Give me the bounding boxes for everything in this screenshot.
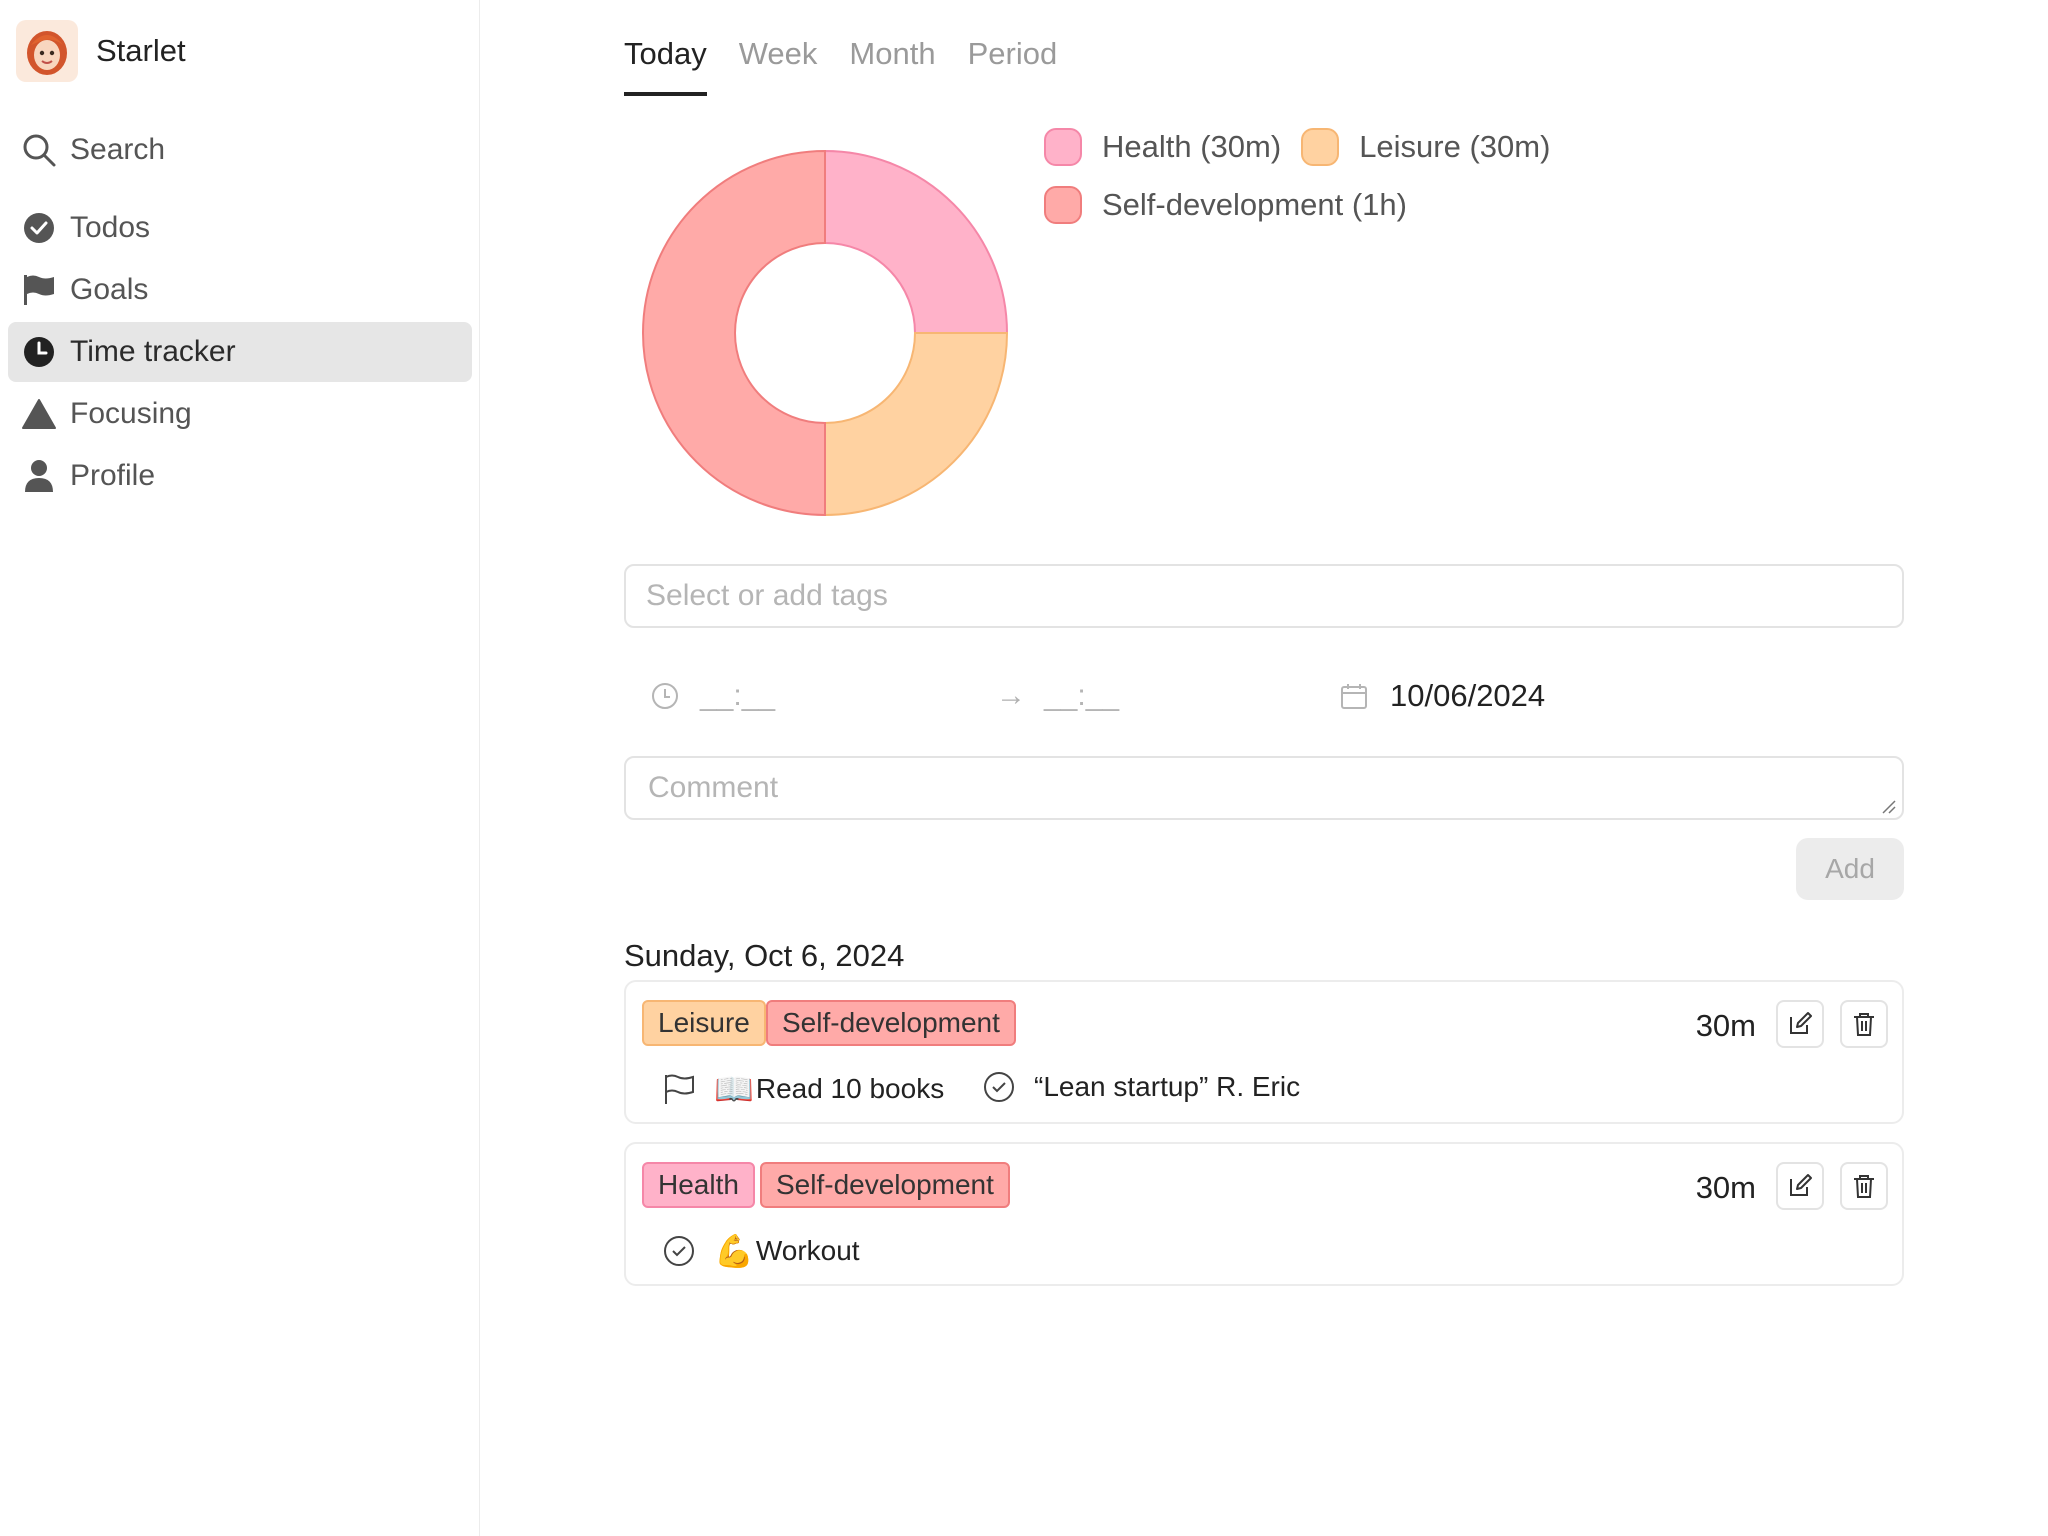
check-circle-icon (20, 209, 58, 247)
time-donut-chart (640, 148, 1010, 518)
start-time-placeholder: __:__ (700, 679, 776, 712)
entry-duration: 30m (1695, 1170, 1756, 1205)
edit-button[interactable] (1776, 1000, 1824, 1048)
sidebar-item-label: Search (70, 133, 166, 166)
legend-label: Leisure (30m) (1359, 129, 1551, 164)
entry-goal[interactable]: 📖 Read 10 books (662, 1070, 944, 1108)
sidebar-item-focusing[interactable]: Focusing (8, 384, 472, 444)
sidebar-item-goals[interactable]: Goals (8, 260, 472, 320)
flexed-biceps-icon: 💪 (714, 1232, 754, 1270)
trash-icon (1854, 1013, 1874, 1036)
trash-icon (1854, 1175, 1874, 1198)
day-heading: Sunday, Oct 6, 2024 (624, 938, 905, 973)
delete-button[interactable] (1840, 1000, 1888, 1048)
delete-button[interactable] (1840, 1162, 1888, 1210)
entry-todo[interactable]: 💪 Workout (662, 1232, 860, 1270)
todo-label: Workout (755, 1235, 860, 1266)
date-value: 10/06/2024 (1390, 678, 1546, 713)
entry-todo[interactable]: “Lean startup” R. Eric (982, 1070, 1300, 1104)
tag-self-development[interactable]: Self-development (766, 1000, 1016, 1046)
tab-month[interactable]: Month (849, 36, 936, 71)
calendar-icon (1341, 684, 1367, 709)
clock-outline-icon (652, 683, 678, 709)
edit-button[interactable] (1776, 1162, 1824, 1210)
tags-input[interactable]: Select or add tags (624, 564, 1904, 628)
comment-placeholder: Comment (648, 771, 779, 804)
resize-grip-icon[interactable] (1880, 798, 1896, 814)
sidebar-item-label: Goals (70, 273, 149, 306)
legend-label: Health (30m) (1102, 129, 1282, 164)
donut-slice-leisure[interactable] (824, 332, 1009, 517)
legend-swatch (1044, 186, 1082, 224)
sidebar-item-label: Profile (70, 459, 156, 492)
arrow-right-icon: → (996, 679, 1026, 712)
end-time-field[interactable]: __:__ (1044, 679, 1119, 713)
tab-week[interactable]: Week (738, 36, 818, 71)
tab-today[interactable]: Today (624, 36, 707, 96)
sidebar-item-search[interactable]: Search (8, 120, 472, 180)
legend-label: Self-development (1h) (1102, 187, 1407, 222)
flag-icon (20, 271, 58, 309)
time-range-row: __:__ → __:__ 10/06/2024 (624, 668, 1904, 724)
sidebar-item-todos[interactable]: Todos (8, 198, 472, 258)
sidebar-item-profile[interactable]: Profile (8, 446, 472, 506)
sidebar-item-label: Focusing (70, 397, 192, 430)
start-time-field[interactable]: __:__ (650, 679, 775, 713)
flag-outline-icon (665, 1074, 694, 1104)
tab-period[interactable]: Period (967, 36, 1058, 71)
comment-field[interactable]: Comment (624, 756, 1904, 820)
legend-swatch (1301, 128, 1340, 166)
check-circle-outline-icon (984, 1072, 1014, 1102)
avatar (16, 20, 78, 82)
entry-duration: 30m (1695, 1008, 1756, 1043)
app-name: Starlet (96, 33, 186, 68)
clock-icon (20, 333, 58, 371)
chart-legend: Health (30m) Leisure (30m) Self-developm… (1044, 128, 1744, 244)
end-time-placeholder: __:__ (1044, 679, 1120, 712)
legend-item-self-development[interactable]: Self-development (1h) (1044, 186, 1407, 224)
tag-leisure[interactable]: Leisure (642, 1000, 766, 1046)
goal-label: Read 10 books (755, 1073, 945, 1104)
legend-item-health[interactable]: Health (30m) (1044, 128, 1281, 166)
sidebar-item-time-tracker[interactable]: Time tracker (8, 322, 472, 382)
book-icon: 📖 (714, 1070, 754, 1108)
sidebar-nav: Search Todos Goals Time tracker Focusin (8, 120, 472, 508)
todo-label: “Lean startup” R. Eric (1034, 1071, 1301, 1102)
legend-item-leisure[interactable]: Leisure (30m) (1301, 128, 1550, 166)
legend-swatch (1044, 128, 1082, 166)
user-icon (20, 457, 58, 495)
period-tabs: Today Week Month Period (624, 36, 1089, 96)
tag-health[interactable]: Health (642, 1162, 755, 1208)
sidebar: Starlet Search Todos Goals Time track (0, 0, 480, 1536)
time-entry: Health Self-development 30m 💪 Workout (624, 1142, 1904, 1286)
sidebar-item-label: Time tracker (70, 335, 236, 368)
add-button[interactable]: Add (1796, 838, 1904, 900)
tag-self-development[interactable]: Self-development (760, 1162, 1010, 1208)
brand[interactable]: Starlet (16, 20, 186, 82)
donut-slice-self-development[interactable] (642, 149, 826, 517)
sidebar-item-label: Todos (70, 211, 151, 244)
check-circle-outline-icon (664, 1236, 694, 1266)
search-icon (20, 131, 58, 169)
edit-icon (1790, 1174, 1812, 1196)
time-entry: Leisure Self-development 30m 📖 Read 10 b… (624, 980, 1904, 1124)
edit-icon (1790, 1012, 1812, 1034)
date-field[interactable]: 10/06/2024 (1340, 678, 1545, 714)
donut-slice-health[interactable] (824, 149, 1009, 334)
triangle-icon (20, 395, 58, 433)
